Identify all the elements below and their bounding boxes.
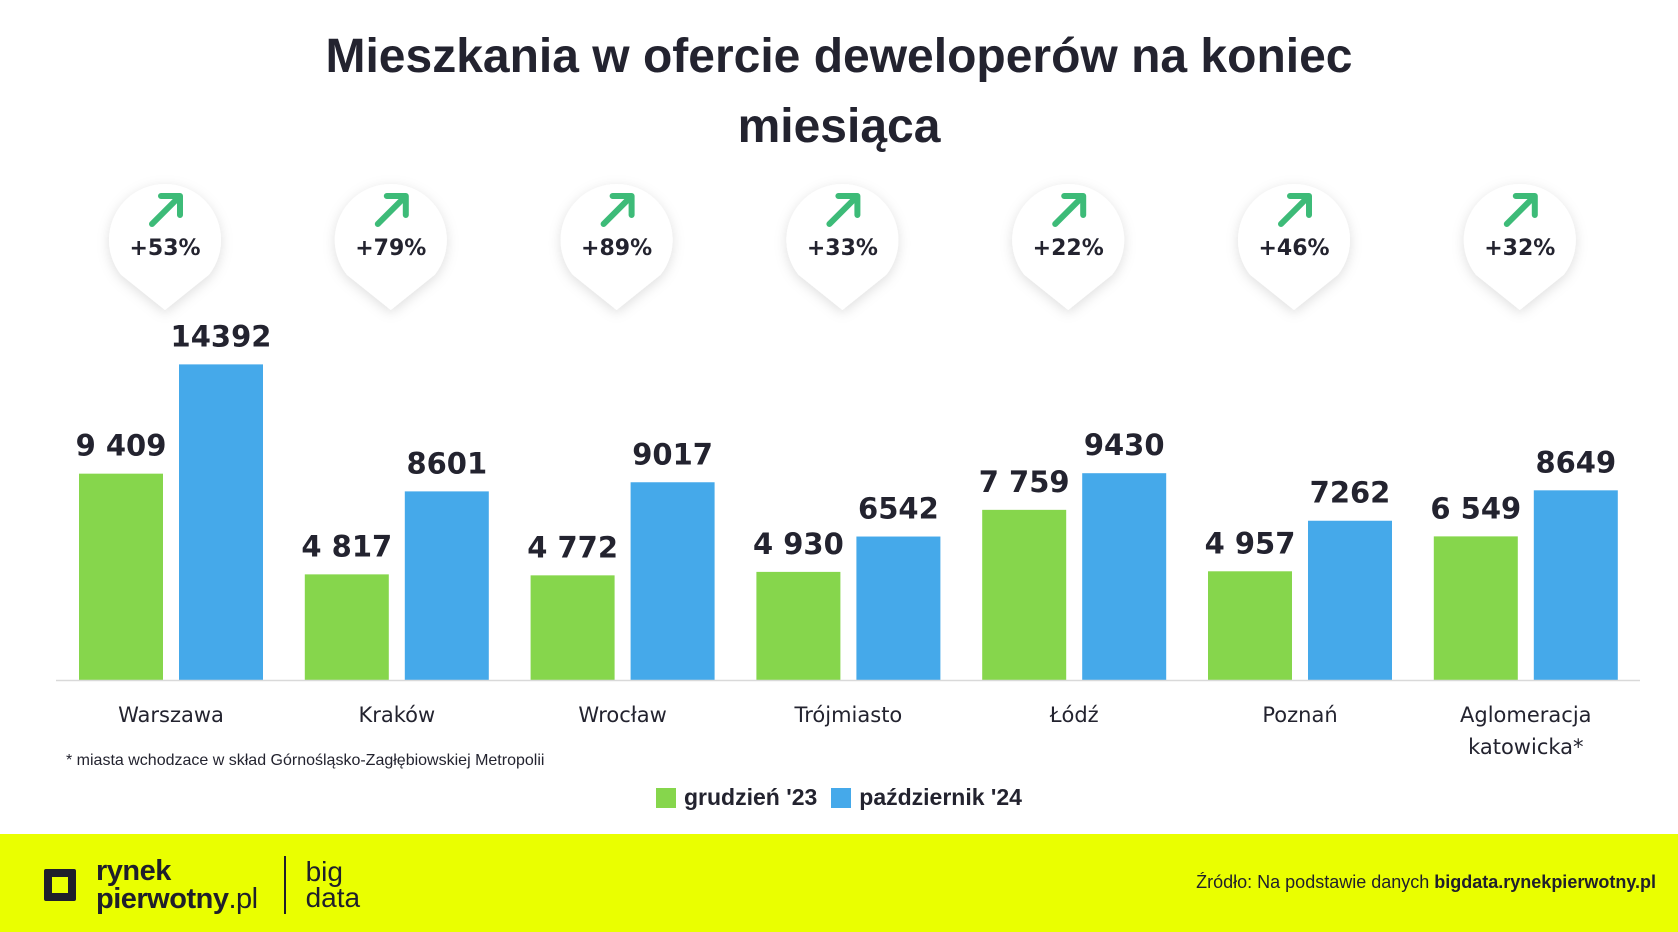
data-label: 7 759 bbox=[979, 465, 1070, 499]
bar-dec23-2 bbox=[530, 575, 615, 680]
change-badge-5 bbox=[1238, 184, 1351, 310]
logo-line-1: rynek bbox=[96, 855, 171, 887]
data-label: 4 772 bbox=[527, 530, 618, 564]
change-badge-1 bbox=[334, 184, 447, 310]
big-data-line-2: data bbox=[305, 882, 361, 913]
badge-shape bbox=[1463, 184, 1576, 310]
change-label: +46% bbox=[1258, 236, 1329, 261]
change-label: +22% bbox=[1033, 236, 1104, 261]
category-label: Łódź bbox=[1049, 703, 1099, 727]
category-label: Trójmiasto bbox=[794, 703, 903, 727]
badge-shape bbox=[1238, 184, 1351, 310]
logo-wordmark: rynek pierwotny.pl bbox=[96, 855, 258, 915]
footnote: * miasta wchodzace w skład Górnośląsko-Z… bbox=[66, 752, 545, 769]
data-label: 4 930 bbox=[753, 527, 844, 561]
bar-chart: +53% +79% +89% +33% +22% +46% +32% 9 409 14392 4… bbox=[56, 183, 1640, 759]
change-badge-2 bbox=[560, 184, 673, 310]
category-label: Aglomeracja bbox=[1460, 703, 1592, 727]
arrow-up-right-icon bbox=[826, 193, 861, 227]
legend-label: październik '24 bbox=[859, 784, 1022, 810]
change-badge-6 bbox=[1463, 184, 1576, 310]
bar-oct24-4 bbox=[1082, 473, 1167, 680]
data-label: 9017 bbox=[632, 437, 713, 471]
data-label: 4 817 bbox=[301, 529, 392, 563]
bar-oct24-2 bbox=[630, 482, 715, 680]
data-label: 8601 bbox=[406, 446, 487, 480]
category-label: Warszawa bbox=[118, 703, 224, 727]
change-badge-3 bbox=[786, 184, 899, 310]
badge-shape bbox=[109, 184, 221, 310]
data-label: 4 957 bbox=[1205, 526, 1296, 560]
category-label: Poznań bbox=[1262, 703, 1337, 727]
logo-divider bbox=[283, 856, 286, 914]
bar-dec23-3 bbox=[756, 571, 841, 680]
data-label: 6542 bbox=[858, 492, 939, 526]
arrow-up-right-icon bbox=[600, 193, 635, 227]
data-label: 8649 bbox=[1535, 445, 1616, 479]
badge-shape bbox=[1012, 183, 1125, 310]
source-note: Źródło: Na podstawie danych bigdata.ryne… bbox=[1196, 872, 1656, 893]
badge-shape bbox=[786, 184, 899, 310]
rynekpierwotny-logo[interactable]: rynek pierwotny.pl big data bbox=[40, 856, 360, 914]
legend-label: grudzień '23 bbox=[684, 784, 818, 810]
bar-oct24-1 bbox=[404, 491, 489, 680]
bar-oct24-5 bbox=[1308, 520, 1392, 680]
change-label: +32% bbox=[1484, 236, 1555, 261]
legend-item-oct-24: październik '24 bbox=[831, 784, 1022, 811]
data-label: 9 409 bbox=[76, 429, 167, 463]
bar-dec23-1 bbox=[304, 574, 389, 680]
data-label: 7262 bbox=[1310, 476, 1391, 510]
bar-dec23-5 bbox=[1208, 571, 1292, 680]
legend-swatch-blue bbox=[831, 787, 852, 808]
logo-square-icon bbox=[44, 869, 76, 901]
category-label: Wrocław bbox=[578, 703, 666, 727]
category-label: katowicka* bbox=[1468, 735, 1583, 759]
change-badge-0 bbox=[109, 184, 221, 310]
big-data-wordmark: big data bbox=[305, 856, 361, 913]
bar-oct24-6 bbox=[1533, 490, 1618, 680]
legend-swatch-green bbox=[656, 787, 676, 808]
change-badge-4 bbox=[1012, 183, 1125, 310]
chart-title: Mieszkania w ofercie deweloperów na koni… bbox=[325, 30, 1353, 153]
change-label: +53% bbox=[129, 236, 200, 261]
logo-domain: .pl bbox=[228, 883, 258, 915]
legend-item-dec-23: grudzień '23 bbox=[656, 784, 817, 811]
legend: grudzień '23 październik '24 bbox=[656, 784, 1022, 811]
arrow-up-right-icon bbox=[1278, 193, 1312, 227]
big-data-line-1: big bbox=[305, 856, 343, 887]
bar-oct24-0 bbox=[179, 364, 263, 680]
bar-oct24-3 bbox=[856, 536, 941, 680]
arrow-up-right-icon bbox=[1503, 193, 1538, 227]
bar-dec23-0 bbox=[79, 473, 163, 680]
arrow-up-right-icon bbox=[374, 193, 409, 227]
data-label: 14392 bbox=[171, 319, 272, 353]
source-prefix: Źródło: Na podstawie danych bbox=[1196, 872, 1435, 892]
change-label: +89% bbox=[581, 236, 652, 261]
data-label: 6 549 bbox=[1430, 491, 1521, 525]
change-label: +33% bbox=[807, 236, 878, 261]
bar-dec23-4 bbox=[982, 509, 1067, 680]
bar-dec23-6 bbox=[1433, 536, 1518, 680]
change-label: +79% bbox=[355, 236, 426, 261]
logo-line-2: pierwotny bbox=[96, 883, 229, 915]
footer-bar: rynek pierwotny.pl big data Źródło: Na p… bbox=[0, 834, 1678, 932]
badge-shape bbox=[560, 184, 673, 310]
category-label: Kraków bbox=[358, 703, 435, 727]
data-label: 9430 bbox=[1084, 428, 1165, 462]
source-link[interactable]: bigdata.rynekpierwotny.pl bbox=[1434, 872, 1656, 892]
arrow-up-right-icon bbox=[1052, 193, 1087, 227]
arrow-up-right-icon bbox=[149, 193, 183, 227]
badge-shape bbox=[334, 184, 447, 310]
